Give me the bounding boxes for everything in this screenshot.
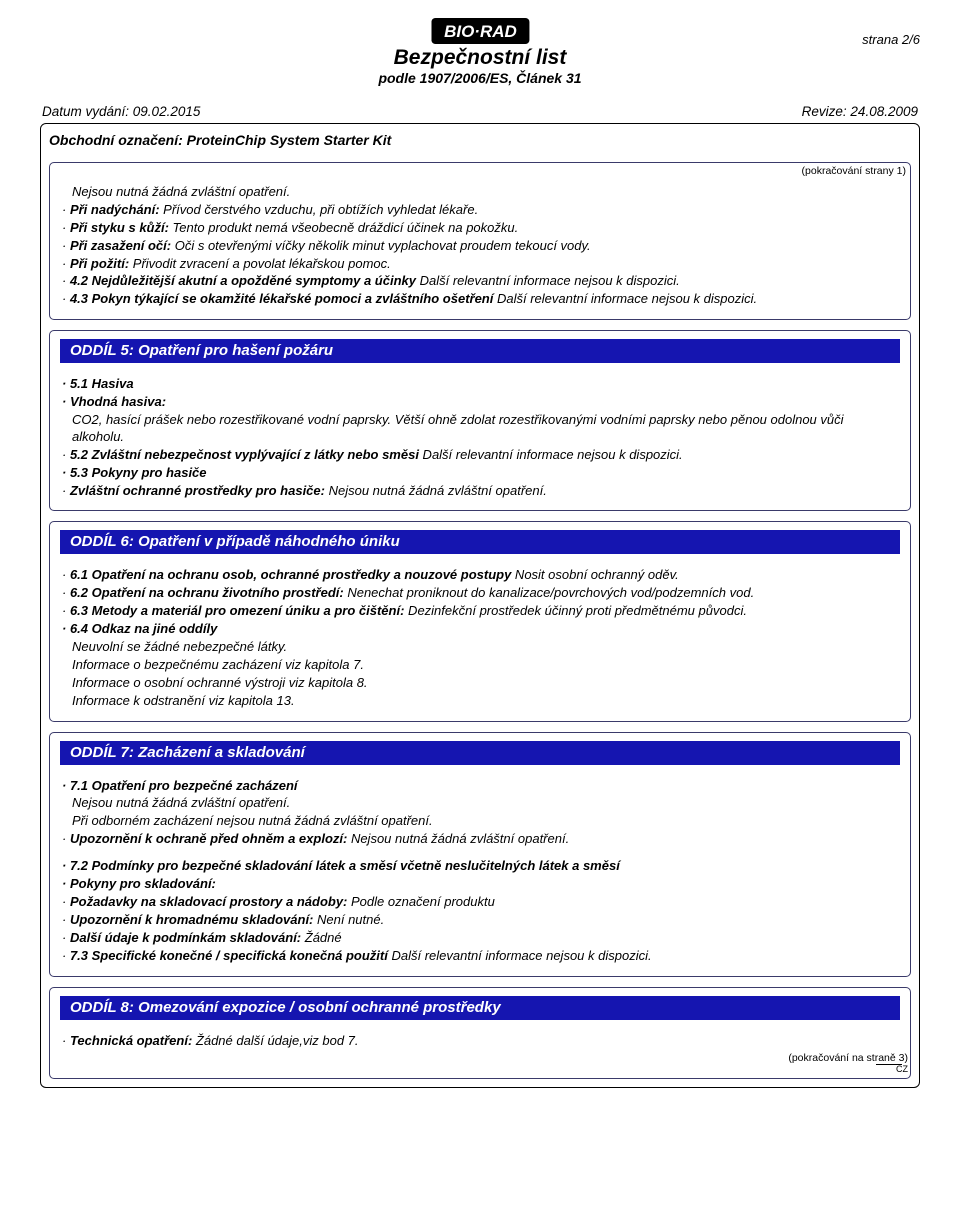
text-line: 4.3 Pokyn týkající se okamžité lékařské … bbox=[62, 291, 898, 308]
section-5-body: 5.1 Hasiva Vhodná hasiva: CO2, hasící pr… bbox=[50, 369, 910, 502]
text-line: Upozornění k hromadnému skladování: Není… bbox=[62, 912, 898, 929]
meta-row: Datum vydání: 09.02.2015 Revize: 24.08.2… bbox=[40, 104, 920, 119]
section-6-body: 6.1 Opatření na ochranu osob, ochranné p… bbox=[50, 560, 910, 712]
text-line: 7.2 Podmínky pro bezpečné skladování lát… bbox=[62, 858, 898, 875]
text-line: Pokyny pro skladování: bbox=[62, 876, 898, 893]
text-line: Požadavky na skladovací prostory a nádob… bbox=[62, 894, 898, 911]
text-line: Neuvolní se žádné nebezpečné látky. bbox=[62, 639, 898, 656]
doc-subtitle: podle 1907/2006/ES, Článek 31 bbox=[378, 70, 581, 86]
issue-date: Datum vydání: 09.02.2015 bbox=[42, 104, 200, 119]
continued-from: (pokračování strany 1) bbox=[50, 163, 910, 177]
text-line: 7.1 Opatření pro bezpečné zacházení bbox=[62, 778, 898, 795]
text-line: Nejsou nutná žádná zvláštní opatření. bbox=[62, 184, 898, 201]
section-6-header: ODDÍL 6: Opatření v případě náhodného ún… bbox=[60, 530, 900, 554]
content-frame: Obchodní označení: ProteinChip System St… bbox=[40, 123, 920, 1088]
section-5: ODDÍL 5: Opatření pro hašení požáru 5.1 … bbox=[49, 330, 911, 511]
text-line: Při styku s kůží: Tento produkt nemá vše… bbox=[62, 220, 898, 237]
section-7-body: 7.1 Opatření pro bezpečné zacházení Nejs… bbox=[50, 771, 910, 968]
section-4-continued: (pokračování strany 1) Nejsou nutná žádn… bbox=[49, 162, 911, 320]
text-line: Vhodná hasiva: bbox=[62, 394, 898, 411]
text-line: Upozornění k ochraně před ohněm a exploz… bbox=[62, 831, 898, 848]
section-8-header: ODDÍL 8: Omezování expozice / osobní och… bbox=[60, 996, 900, 1020]
text-line: Při odborném zacházení nejsou nutná žádn… bbox=[62, 813, 898, 830]
continued-to: (pokračování na straně 3) bbox=[50, 1052, 910, 1064]
text-line: 5.1 Hasiva bbox=[62, 376, 898, 393]
text-line: 4.2 Nejdůležitější akutní a opožděné sym… bbox=[62, 273, 898, 290]
logo-title-block: BIO·RAD Bezpečnostní list podle 1907/200… bbox=[378, 18, 581, 86]
section-8-body: Technická opatření: Žádné další údaje,vi… bbox=[50, 1026, 910, 1053]
text-line: 6.1 Opatření na ochranu osob, ochranné p… bbox=[62, 567, 898, 584]
spacer bbox=[62, 849, 898, 857]
text-line: 5.2 Zvláštní nebezpečnost vyplývající z … bbox=[62, 447, 898, 464]
text-line: Další údaje k podmínkám skladování: Žádn… bbox=[62, 930, 898, 947]
doc-title: Bezpečnostní list bbox=[378, 46, 581, 70]
text-line: Zvláštní ochranné prostředky pro hasiče:… bbox=[62, 483, 898, 500]
text-line: 6.2 Opatření na ochranu životního prostř… bbox=[62, 585, 898, 602]
text-line: 6.4 Odkaz na jiné oddíly bbox=[62, 621, 898, 638]
text-line: Informace k odstranění viz kapitola 13. bbox=[62, 693, 898, 710]
text-line: 5.3 Pokyny pro hasiče bbox=[62, 465, 898, 482]
section-6: ODDÍL 6: Opatření v případě náhodného ún… bbox=[49, 521, 911, 721]
text-line: CO2, hasící prášek nebo rozestřikované v… bbox=[62, 412, 898, 446]
text-line: Informace o osobní ochranné výstroji viz… bbox=[62, 675, 898, 692]
header: BIO·RAD Bezpečnostní list podle 1907/200… bbox=[40, 18, 920, 96]
brand-logo-text: BIO·RAD bbox=[444, 22, 517, 41]
page-number: strana 2/6 bbox=[862, 32, 920, 47]
text-line: Nejsou nutná žádná zvláštní opatření. bbox=[62, 795, 898, 812]
text-line: Informace o bezpečnému zacházení viz kap… bbox=[62, 657, 898, 674]
text-line: 6.3 Metody a materiál pro omezení úniku … bbox=[62, 603, 898, 620]
section-7: ODDÍL 7: Zacházení a skladování 7.1 Opat… bbox=[49, 732, 911, 977]
section-7-header: ODDÍL 7: Zacházení a skladování bbox=[60, 741, 900, 765]
text-line: 7.3 Specifické konečné / specifická kone… bbox=[62, 948, 898, 965]
lang-code: CZ bbox=[50, 1064, 910, 1074]
revision-date: Revize: 24.08.2009 bbox=[802, 104, 918, 119]
trade-name: Obchodní označení: ProteinChip System St… bbox=[49, 130, 911, 152]
section-4-body: Nejsou nutná žádná zvláštní opatření. Př… bbox=[50, 177, 910, 311]
text-line: Při nadýchání: Přívod čerstvého vzduchu,… bbox=[62, 202, 898, 219]
text-line: Při požití: Přivodit zvracení a povolat … bbox=[62, 256, 898, 273]
text-line: Při zasažení očí: Oči s otevřenými víčky… bbox=[62, 238, 898, 255]
brand-logo: BIO·RAD bbox=[431, 18, 529, 44]
section-8: ODDÍL 8: Omezování expozice / osobní och… bbox=[49, 987, 911, 1080]
section-5-header: ODDÍL 5: Opatření pro hašení požáru bbox=[60, 339, 900, 363]
text-line: Technická opatření: Žádné další údaje,vi… bbox=[62, 1033, 898, 1050]
